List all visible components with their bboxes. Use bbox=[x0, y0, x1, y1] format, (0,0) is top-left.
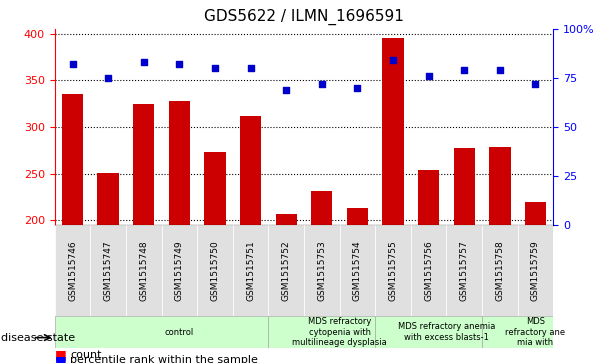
Bar bbox=[347, 208, 368, 225]
Point bbox=[353, 85, 362, 91]
Text: GSM1515756: GSM1515756 bbox=[424, 240, 433, 301]
Text: GSM1515753: GSM1515753 bbox=[317, 240, 326, 301]
Text: MDS refractory anemia
with excess blasts-1: MDS refractory anemia with excess blasts… bbox=[398, 322, 495, 342]
Text: GDS5622 / ILMN_1696591: GDS5622 / ILMN_1696591 bbox=[204, 9, 404, 25]
Point bbox=[424, 73, 434, 79]
Text: MDS
refractory ane
mia with: MDS refractory ane mia with bbox=[505, 317, 565, 347]
FancyBboxPatch shape bbox=[55, 225, 91, 316]
Bar bbox=[489, 147, 511, 225]
Text: MDS refractory
cytopenia with
multilineage dysplasia: MDS refractory cytopenia with multilinea… bbox=[292, 317, 387, 347]
Text: GSM1515758: GSM1515758 bbox=[496, 240, 505, 301]
FancyBboxPatch shape bbox=[55, 316, 268, 348]
Point bbox=[460, 67, 469, 73]
FancyBboxPatch shape bbox=[304, 225, 340, 316]
FancyBboxPatch shape bbox=[375, 225, 411, 316]
Bar bbox=[454, 148, 475, 225]
FancyBboxPatch shape bbox=[482, 225, 517, 316]
Text: GSM1515748: GSM1515748 bbox=[139, 240, 148, 301]
Text: count: count bbox=[70, 350, 102, 360]
FancyBboxPatch shape bbox=[340, 225, 375, 316]
FancyBboxPatch shape bbox=[197, 225, 233, 316]
Bar bbox=[97, 173, 119, 225]
FancyBboxPatch shape bbox=[162, 225, 197, 316]
Point bbox=[210, 65, 220, 71]
Bar bbox=[275, 214, 297, 225]
Bar bbox=[311, 191, 333, 225]
FancyBboxPatch shape bbox=[268, 225, 304, 316]
Text: GSM1515752: GSM1515752 bbox=[282, 240, 291, 301]
FancyBboxPatch shape bbox=[375, 316, 482, 348]
Bar bbox=[525, 202, 546, 225]
Text: GSM1515750: GSM1515750 bbox=[210, 240, 219, 301]
FancyBboxPatch shape bbox=[411, 225, 446, 316]
FancyBboxPatch shape bbox=[268, 316, 375, 348]
Text: GSM1515755: GSM1515755 bbox=[389, 240, 398, 301]
FancyBboxPatch shape bbox=[233, 225, 268, 316]
Bar bbox=[62, 94, 83, 225]
Text: GSM1515749: GSM1515749 bbox=[175, 240, 184, 301]
Point bbox=[388, 57, 398, 63]
FancyBboxPatch shape bbox=[126, 225, 162, 316]
Point bbox=[282, 87, 291, 93]
Text: GSM1515754: GSM1515754 bbox=[353, 240, 362, 301]
Text: GSM1515759: GSM1515759 bbox=[531, 240, 540, 301]
Text: disease state: disease state bbox=[1, 333, 75, 343]
Text: ■: ■ bbox=[55, 354, 66, 363]
Bar bbox=[168, 101, 190, 225]
Point bbox=[531, 81, 541, 87]
Text: GSM1515751: GSM1515751 bbox=[246, 240, 255, 301]
FancyBboxPatch shape bbox=[446, 225, 482, 316]
Text: GSM1515757: GSM1515757 bbox=[460, 240, 469, 301]
Point bbox=[67, 61, 77, 67]
Bar bbox=[382, 38, 404, 225]
Text: percentile rank within the sample: percentile rank within the sample bbox=[70, 355, 258, 363]
Bar bbox=[204, 152, 226, 225]
Text: control: control bbox=[165, 328, 194, 337]
Point bbox=[495, 67, 505, 73]
Point bbox=[103, 75, 113, 81]
Text: GSM1515746: GSM1515746 bbox=[68, 240, 77, 301]
Point bbox=[139, 60, 148, 65]
FancyBboxPatch shape bbox=[482, 316, 553, 348]
Bar bbox=[133, 104, 154, 225]
Bar bbox=[418, 170, 440, 225]
Point bbox=[317, 81, 326, 87]
Text: GSM1515747: GSM1515747 bbox=[103, 240, 112, 301]
Bar bbox=[240, 116, 261, 225]
Point bbox=[174, 61, 184, 67]
Text: ■: ■ bbox=[55, 348, 66, 362]
Point bbox=[246, 65, 255, 71]
FancyBboxPatch shape bbox=[91, 225, 126, 316]
FancyBboxPatch shape bbox=[517, 225, 553, 316]
